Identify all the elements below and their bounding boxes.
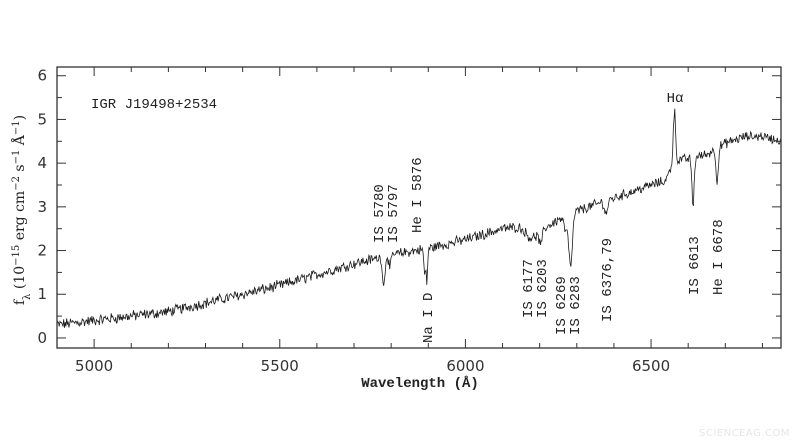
y-label-part: f <box>12 298 28 305</box>
annotation-label: IS 5797 <box>386 184 402 243</box>
spectrum-line <box>56 108 782 328</box>
y-tick-label: 1 <box>37 285 47 303</box>
x-tick-label: 6000 <box>446 357 484 375</box>
y-axis-label: fλ (10−15 erg cm−2 s−1 Å−1) <box>10 115 33 305</box>
y-label-part: −15 <box>11 245 22 266</box>
annotation-label: He I 5876 <box>410 157 426 233</box>
annotation-label-halpha: Hα <box>667 91 684 107</box>
plot-area <box>56 108 782 328</box>
chart-title: IGR J19498+2534 <box>91 97 217 113</box>
y-label-part: s <box>12 164 28 176</box>
y-label-part: λ <box>22 293 33 300</box>
annotation-label: IS 6203 <box>535 259 551 318</box>
x-tick-label: 5500 <box>261 357 299 375</box>
axis-ticks: 5000 5500 6000 6500 0 1 2 3 4 5 6 <box>37 67 781 375</box>
y-label-part: −1 <box>11 150 22 165</box>
y-tick-label: 3 <box>37 198 47 216</box>
y-label-part: −1 <box>11 120 22 135</box>
y-label-part: (10 <box>12 266 28 294</box>
y-tick-label: 4 <box>37 154 47 172</box>
y-label-part: ) <box>12 115 28 120</box>
y-label-part: −2 <box>11 176 22 191</box>
y-tick-label: 6 <box>37 67 47 85</box>
x-axis-label: Wavelength (Å) <box>361 375 479 392</box>
annotation-label: Na I D <box>421 293 437 343</box>
annotation-label: IS 6177 <box>521 259 537 318</box>
annotation-label: IS 6269 <box>554 276 570 335</box>
x-tick-label: 6500 <box>632 357 670 375</box>
annotation-label: He I 6678 <box>711 219 727 295</box>
annotation-label: IS 5780 <box>372 184 388 243</box>
y-label-part: erg cm <box>12 191 28 245</box>
annotation-label: IS 6283 <box>568 276 584 335</box>
plot-frame <box>56 66 782 349</box>
x-tick-label: 5000 <box>75 357 113 375</box>
y-label-part: Å <box>10 134 28 149</box>
y-tick-label: 0 <box>37 329 47 347</box>
watermark: SCIENCEAG.COM <box>699 428 790 439</box>
y-tick-label: 2 <box>37 242 47 260</box>
annotation-label: IS 6376,79 <box>600 238 616 322</box>
annotation-label: IS 6613 <box>687 236 703 295</box>
y-tick-label: 5 <box>37 110 47 128</box>
